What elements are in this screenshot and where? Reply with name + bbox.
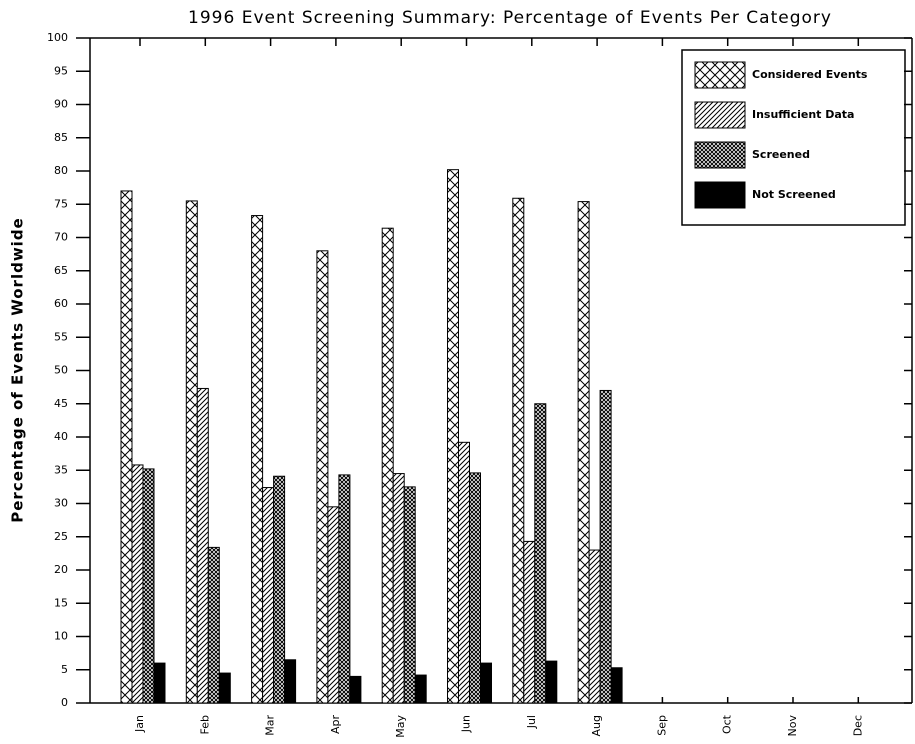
x-tick-label: Oct — [721, 714, 734, 734]
bar — [599, 389, 612, 704]
y-tick-label: 95 — [54, 64, 68, 77]
bar — [512, 197, 525, 704]
y-tick-label: 0 — [61, 696, 68, 709]
x-tick-label: Sep — [655, 715, 668, 736]
bar — [588, 549, 601, 704]
bar — [273, 475, 286, 704]
legend-swatch — [694, 141, 746, 169]
x-tick-label: Nov — [786, 715, 799, 737]
bar — [469, 472, 481, 704]
bar — [458, 441, 470, 704]
y-tick-label: 25 — [54, 530, 68, 543]
bar — [142, 468, 155, 704]
y-tick-label: 40 — [54, 430, 68, 443]
x-tick-label: Jan — [133, 715, 146, 733]
bar — [447, 169, 459, 704]
y-tick-label: 50 — [54, 364, 68, 377]
legend-swatch — [694, 181, 746, 209]
bar — [284, 659, 297, 704]
y-tick-label: 35 — [54, 463, 68, 476]
bar — [392, 473, 405, 704]
y-tick-label: 80 — [54, 164, 68, 177]
y-tick-label: 70 — [54, 231, 68, 244]
y-tick-label: 20 — [54, 563, 68, 576]
y-tick-label: 100 — [47, 31, 68, 44]
x-tick-label: Feb — [198, 715, 211, 734]
legend-swatch — [694, 61, 746, 89]
x-tick-label: Apr — [329, 715, 342, 735]
x-tick-label: Mar — [264, 715, 277, 736]
y-tick-label: 5 — [61, 663, 68, 676]
bar — [414, 674, 427, 704]
legend-label: Not Screened — [752, 188, 836, 201]
bar — [349, 675, 362, 704]
y-tick-label: 90 — [54, 98, 68, 111]
legend-label: Insufficient Data — [752, 108, 854, 121]
chart-title: 1996 Event Screening Summary: Percentage… — [188, 8, 832, 28]
y-tick-label: 60 — [54, 297, 68, 310]
x-tick-label: Aug — [590, 715, 603, 736]
bar — [316, 250, 329, 704]
bar — [523, 540, 536, 704]
bar — [480, 662, 492, 704]
bar — [120, 190, 133, 704]
bar — [610, 667, 623, 704]
bar — [338, 474, 351, 704]
y-tick-label: 65 — [54, 264, 68, 277]
y-tick-label: 85 — [54, 131, 68, 144]
y-tick-label: 75 — [54, 197, 68, 210]
bar — [131, 464, 144, 704]
y-tick-label: 10 — [54, 630, 68, 643]
bar — [403, 486, 416, 704]
bar — [207, 546, 220, 704]
legend-swatch — [694, 101, 746, 129]
y-tick-label: 30 — [54, 497, 68, 510]
legend-label: Screened — [752, 148, 810, 161]
x-tick-label: May — [394, 715, 407, 738]
y-tick-label: 15 — [54, 596, 68, 609]
y-tick-label: 55 — [54, 330, 68, 343]
x-tick-label: Dec — [851, 715, 864, 736]
x-tick-label: Jun — [460, 715, 473, 733]
bar — [262, 487, 275, 704]
bar — [218, 672, 231, 704]
legend-label: Considered Events — [752, 68, 868, 81]
y-axis-label: Percentage of Events Worldwide — [9, 217, 27, 523]
bar — [545, 660, 558, 704]
x-tick-label: Jul — [525, 715, 538, 729]
bar — [577, 201, 590, 704]
y-tick-label: 45 — [54, 397, 68, 410]
bar — [185, 200, 198, 704]
bar — [381, 227, 394, 704]
bar — [327, 506, 340, 704]
bar — [534, 403, 547, 704]
bar — [251, 215, 264, 704]
bar — [153, 662, 166, 704]
bar — [196, 387, 209, 704]
